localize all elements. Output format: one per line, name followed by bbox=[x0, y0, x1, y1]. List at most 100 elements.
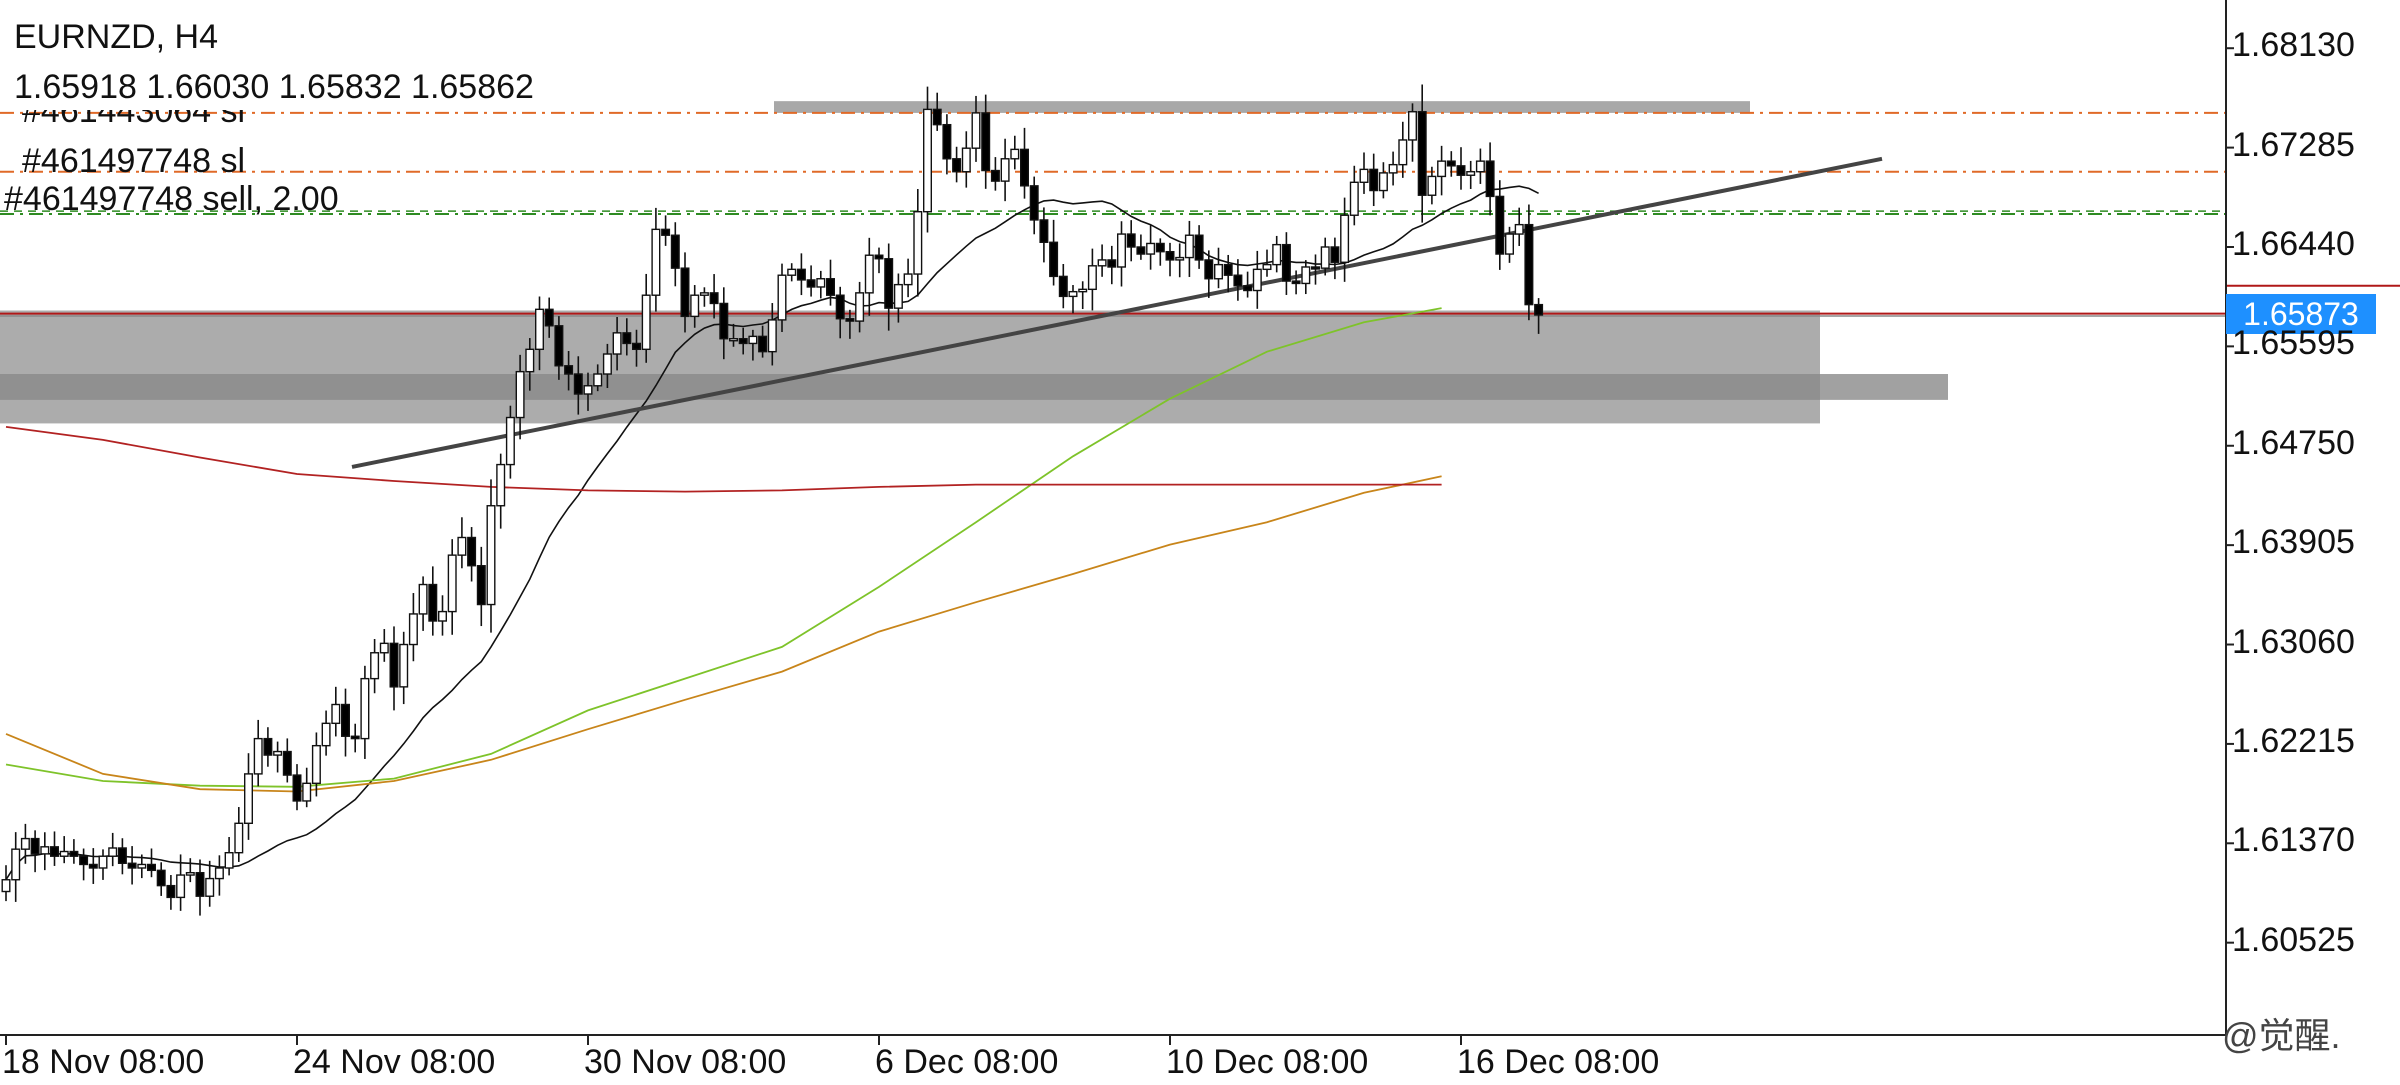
candle-body bbox=[1407, 111, 1417, 141]
candle bbox=[612, 317, 622, 371]
candle bbox=[108, 832, 118, 867]
candle-body bbox=[961, 147, 971, 173]
candle bbox=[1291, 270, 1301, 295]
candle-body bbox=[748, 335, 758, 345]
candle-body bbox=[505, 416, 515, 466]
candle bbox=[1456, 147, 1466, 190]
candle-body bbox=[1301, 266, 1311, 285]
candle-body bbox=[341, 703, 351, 737]
candle bbox=[243, 753, 253, 840]
order-sl-label-2[interactable]: #461497748 sl bbox=[22, 142, 246, 180]
candle bbox=[1514, 207, 1524, 246]
candle-body bbox=[1475, 160, 1485, 173]
price-tick-label: 1.62215 bbox=[2232, 721, 2355, 760]
candle-body bbox=[855, 292, 865, 322]
candle bbox=[855, 281, 865, 333]
candle-body bbox=[11, 848, 21, 881]
candle-body bbox=[699, 292, 709, 296]
candle bbox=[1475, 148, 1485, 184]
candle-body bbox=[1388, 163, 1398, 174]
candle-body bbox=[1262, 263, 1272, 271]
candles-layer bbox=[1, 84, 1544, 916]
candle-body bbox=[59, 850, 69, 857]
candle bbox=[11, 832, 21, 902]
candle-body bbox=[1340, 214, 1350, 263]
support-zone-lower bbox=[0, 374, 1948, 400]
candle-body bbox=[1398, 139, 1408, 166]
candle bbox=[1126, 220, 1136, 262]
candle-body bbox=[486, 505, 496, 606]
candle-body bbox=[379, 642, 389, 654]
candle-body bbox=[670, 234, 680, 269]
candle-body bbox=[1155, 242, 1165, 253]
candle bbox=[438, 595, 448, 636]
candle bbox=[457, 517, 467, 569]
candle-body bbox=[214, 867, 224, 880]
order-lines-layer bbox=[0, 111, 2400, 317]
candle-body bbox=[1504, 233, 1514, 255]
candle bbox=[1262, 249, 1272, 277]
candle bbox=[486, 479, 496, 633]
candle bbox=[729, 323, 739, 347]
order-sl-label-1[interactable]: #461443064 sl bbox=[22, 92, 246, 130]
candle bbox=[205, 860, 215, 907]
candle-body bbox=[1078, 288, 1088, 293]
candle-body bbox=[1281, 243, 1291, 282]
candle-body bbox=[932, 108, 942, 126]
candle bbox=[418, 576, 428, 631]
ma-fast-line bbox=[5, 185, 1539, 881]
candle-body bbox=[1252, 268, 1262, 292]
candle-body bbox=[117, 847, 127, 864]
candle bbox=[1233, 259, 1243, 301]
candle-body bbox=[1184, 234, 1194, 259]
candle bbox=[20, 823, 30, 864]
candle-body bbox=[874, 254, 884, 260]
candle-body bbox=[447, 554, 457, 613]
candle bbox=[399, 631, 409, 705]
candle bbox=[903, 258, 913, 298]
candle-body bbox=[981, 112, 991, 172]
candle bbox=[719, 287, 729, 360]
candle bbox=[1039, 207, 1049, 263]
candle bbox=[1504, 226, 1514, 263]
candle bbox=[893, 273, 903, 323]
ma-long-line bbox=[5, 426, 1442, 493]
support-zone bbox=[0, 310, 1820, 424]
candle bbox=[535, 296, 545, 371]
candle-body bbox=[971, 112, 981, 149]
candle bbox=[69, 839, 79, 864]
order-sell-label[interactable]: #461497748 sell, 2.00 bbox=[4, 180, 339, 218]
candle bbox=[1252, 250, 1262, 309]
current-price-badge: 1.65873 bbox=[2226, 293, 2376, 334]
price-tick-label: 1.60525 bbox=[2232, 920, 2355, 959]
candle-body bbox=[1049, 241, 1059, 278]
candle-body bbox=[1233, 274, 1243, 287]
candle-body bbox=[234, 822, 244, 854]
candle-body bbox=[1058, 275, 1068, 298]
candle-body bbox=[661, 228, 671, 236]
candle bbox=[923, 86, 933, 233]
candle bbox=[670, 222, 680, 287]
candle bbox=[1049, 219, 1059, 286]
candle-body bbox=[20, 837, 30, 850]
candle-body bbox=[476, 565, 486, 606]
candle bbox=[884, 243, 894, 331]
candle-body bbox=[273, 750, 283, 756]
candle bbox=[796, 253, 806, 296]
candle bbox=[98, 849, 108, 880]
candle bbox=[961, 131, 971, 188]
candle-body bbox=[1417, 111, 1427, 196]
candle-body bbox=[253, 737, 263, 775]
candle bbox=[273, 741, 283, 773]
candle-body bbox=[767, 319, 777, 353]
candle bbox=[185, 858, 195, 883]
candle-body bbox=[1495, 195, 1505, 255]
time-tick-label: 16 Dec 08:00 bbox=[1457, 1043, 1660, 1081]
candle bbox=[1165, 242, 1175, 277]
price-tick-label: 1.67285 bbox=[2232, 125, 2355, 164]
candle-body bbox=[1029, 185, 1039, 221]
candle bbox=[30, 830, 40, 873]
candle-body bbox=[156, 869, 166, 887]
